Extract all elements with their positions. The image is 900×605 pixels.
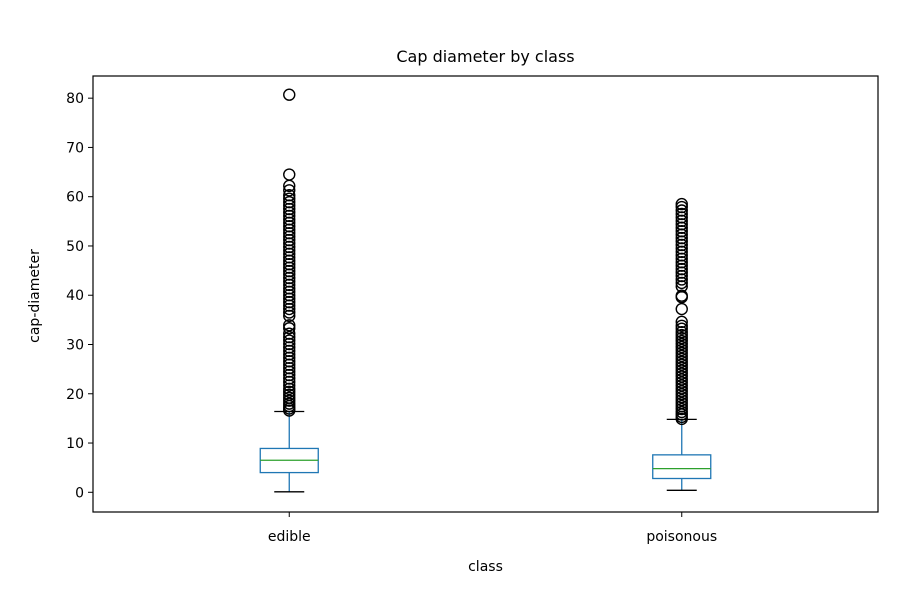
outlier-point [675, 385, 688, 398]
outlier-point [675, 328, 688, 342]
outlier-point [675, 200, 688, 214]
outlier-point [675, 322, 688, 335]
y-tick-label: 60 [66, 190, 84, 206]
outlier-point [283, 195, 296, 209]
y-tick-label: 20 [66, 387, 84, 403]
outlier-point [675, 399, 688, 413]
outlier-point [675, 346, 688, 360]
outlier-point [283, 192, 296, 205]
outlier-point [283, 391, 296, 404]
box-iqr [652, 454, 712, 480]
outlier-point [675, 364, 688, 377]
outlier-point [675, 370, 688, 383]
outlier-point [675, 289, 688, 302]
y-tick-label: 50 [66, 239, 84, 255]
outlier-point [675, 302, 688, 316]
x-tick-label: poisonous [646, 529, 717, 545]
outlier-point [283, 388, 296, 401]
outlier-point [675, 340, 688, 354]
outlier-point [283, 385, 296, 398]
plot-frame [92, 75, 879, 513]
outlier-point [675, 331, 688, 345]
outlier-point [675, 379, 688, 392]
outlier-point [283, 394, 296, 407]
y-tick-label: 70 [66, 140, 84, 156]
outlier-point [283, 168, 296, 181]
plot-area: 0 10 20 30 40 50 60 70 80 edible poisonous [66, 75, 879, 545]
outlier-point [675, 367, 688, 380]
outlier-point [675, 337, 688, 351]
outlier-point [283, 330, 296, 344]
y-tick-label: 40 [66, 288, 84, 304]
outlier-point [675, 376, 688, 389]
outlier-point [675, 402, 688, 416]
x-axis-label: class [468, 559, 503, 575]
outlier-point [675, 197, 688, 211]
y-tick-label: 0 [75, 485, 84, 501]
outlier-point [283, 327, 296, 340]
outlier-point [675, 343, 688, 357]
outlier-point [675, 396, 688, 410]
chart-title: Cap diameter by class [396, 47, 574, 66]
outlier-point [675, 393, 688, 407]
outlier-point [675, 405, 688, 419]
outlier-point [675, 207, 688, 221]
outlier-point [283, 184, 296, 197]
y-tick-label: 10 [66, 436, 84, 452]
outlier-point [283, 334, 296, 347]
y-tick-label: 30 [66, 337, 84, 353]
outlier-point [675, 349, 688, 363]
outlier-point [283, 189, 296, 202]
x-tick-label: edible [268, 529, 311, 545]
outlier-point [283, 319, 296, 332]
outlier-point [675, 382, 688, 395]
outlier-point [283, 397, 296, 410]
y-axis-label: cap-diameter [27, 249, 43, 343]
outlier-point [675, 334, 688, 348]
outlier-point [675, 355, 688, 368]
outlier-point [675, 373, 688, 386]
outlier-point [675, 315, 688, 329]
outlier-point [675, 358, 688, 371]
outlier-point [675, 361, 688, 374]
outlier-point [675, 204, 688, 217]
outlier-point [283, 88, 296, 101]
outlier-point [675, 319, 688, 332]
outlier-point [675, 388, 688, 401]
outlier-point [675, 352, 688, 365]
y-tick-label: 80 [66, 91, 84, 107]
outlier-point [675, 391, 688, 404]
outlier-point [283, 322, 296, 335]
